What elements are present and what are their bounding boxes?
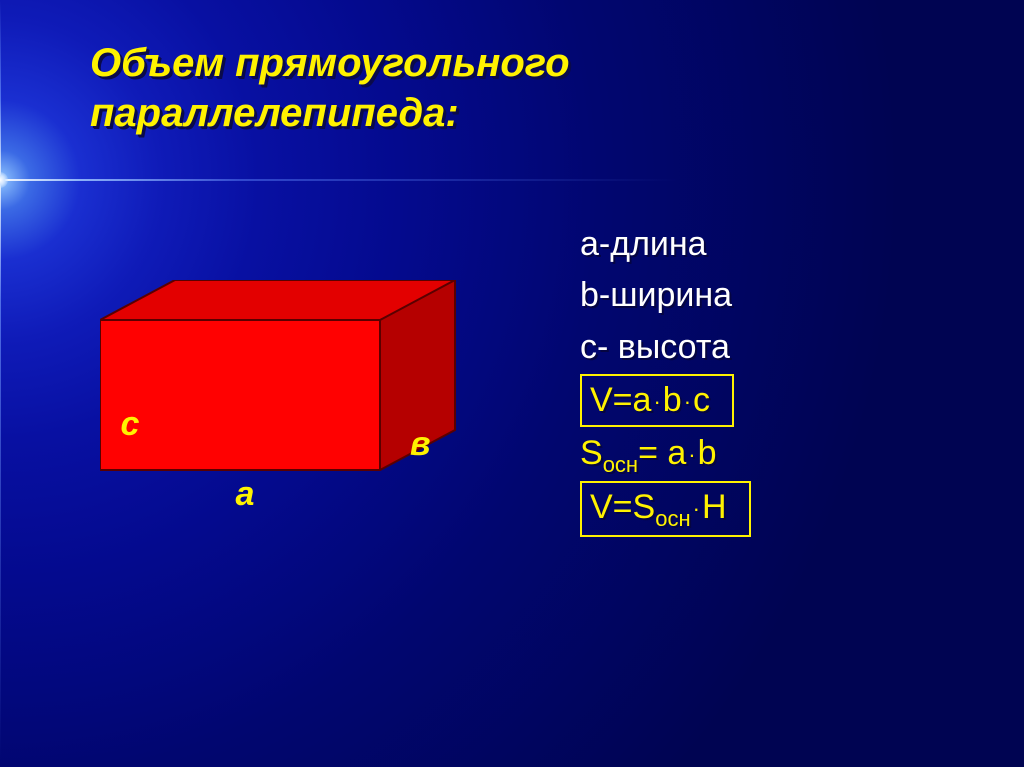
title-line-2: параллелепипеда: (90, 91, 459, 135)
label-a: а (236, 475, 255, 513)
label-c: с (121, 405, 140, 443)
formula-s-base-dot: · (686, 442, 697, 467)
formula-v-abc: V=a·b·c (580, 374, 734, 427)
formulas-block: a-длина b-ширина с- высота V=a·b·c Sосн=… (580, 220, 751, 539)
flare-ray-horizontal (0, 179, 680, 181)
legend-c: с- высота (580, 323, 751, 372)
formula-v-sh: V=Sосн·H (580, 481, 751, 537)
formula-v-sh-h: H (702, 488, 727, 526)
formula-s-base-b: b (698, 434, 717, 472)
legend-b: b-ширина (580, 271, 751, 320)
formula-v-sh-dot: · (691, 496, 702, 521)
front-face (100, 320, 380, 470)
parallelepiped-diagram: а в с (100, 280, 460, 520)
formula-s-base-s: S (580, 434, 603, 472)
formula-s-base: Sосн= a·b (580, 434, 717, 472)
formula-v-sh-sub: осн (655, 506, 690, 531)
slide-title: Объем прямоугольного параллелепипеда: (90, 38, 570, 138)
formula-s-base-eq: = a (638, 434, 686, 472)
formula-s-base-sub: осн (603, 452, 638, 477)
title-line-1: Объем прямоугольного (90, 41, 570, 85)
formula-v-abc-c: c (693, 381, 710, 419)
formula-v-abc-va: V=a (590, 381, 651, 419)
flare-core (0, 172, 8, 188)
flare-ray-vertical (0, 0, 1, 760)
formula-v-abc-dot1: · (651, 389, 662, 414)
legend-a: a-длина (580, 220, 751, 269)
formula-v-sh-v: V=S (590, 488, 655, 526)
parallelepiped-svg: а в с (100, 280, 480, 530)
label-b: в (410, 425, 431, 463)
formula-v-abc-dot2: · (682, 389, 693, 414)
formula-v-abc-b: b (663, 381, 682, 419)
